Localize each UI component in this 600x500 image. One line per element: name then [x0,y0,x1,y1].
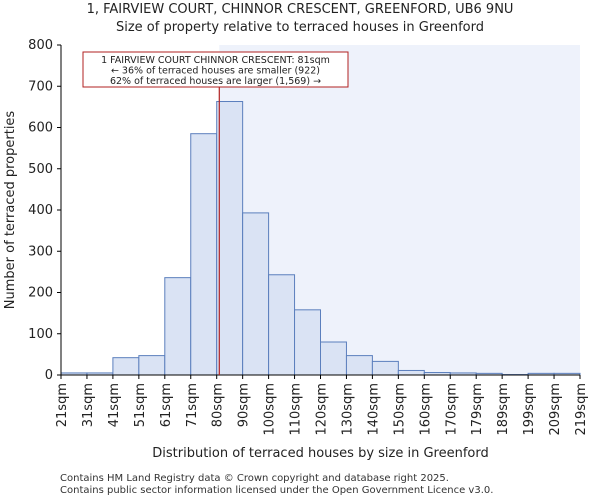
histogram-chart: 0 100 200 300 400 500 600 700 800 21sqm 31sqm 41sqm… [3,38,589,461]
x-tick-label: 31sqm [81,383,96,427]
footer-line-1: Contains HM Land Registry data © Crown c… [60,473,449,484]
x-tick-label: 160sqm [418,383,433,436]
y-tick-label: 700 [28,79,53,94]
bar-100sqm [268,274,296,376]
x-tick-label: 21sqm [55,383,70,427]
bar-110sqm [294,309,321,376]
x-tick-label: 90sqm [237,383,252,427]
y-tick-label: 400 [28,203,53,218]
y-tick-label: 600 [28,121,53,136]
x-tick-label: 130sqm [340,383,355,436]
x-tick-label: 120sqm [315,383,330,436]
annotation-line-3: 62% of terraced houses are larger (1,569… [110,76,321,87]
bar-51sqm [138,355,166,376]
bar-80sqm [216,101,244,376]
y-tick-label: 300 [28,244,53,259]
bar-61sqm [164,277,192,376]
annotation-line-1: 1 FAIRVIEW COURT CHINNOR CRESCENT: 81sqm [101,55,330,66]
bar-130sqm [345,355,373,376]
x-tick-label: 219sqm [574,383,589,436]
y-tick-label: 100 [28,327,53,342]
x-tick-label: 41sqm [107,383,122,427]
x-tick-label: 110sqm [289,383,304,436]
bar-90sqm [242,212,270,376]
x-axis-label: Distribution of terraced houses by size … [152,446,488,461]
chart-title: 1, FAIRVIEW COURT, CHINNOR CRESCENT, GRE… [86,2,514,17]
annotation-box [82,51,349,88]
y-tick-label: 200 [28,286,53,301]
footer-line-2: Contains public sector information licen… [60,485,494,496]
x-tick-label: 170sqm [444,383,459,436]
bar-140sqm [371,360,399,376]
x-tick-label: 189sqm [496,383,511,436]
bar-150sqm [397,369,425,376]
x-tick-label: 140sqm [366,383,381,436]
x-tick-label: 51sqm [133,383,148,427]
x-tick-label: 100sqm [263,383,278,436]
y-tick-label: 500 [28,162,53,177]
x-tick-label: 80sqm [211,383,226,427]
y-tick-label: 800 [28,38,53,53]
y-axis-label: Number of terraced properties [3,111,18,310]
y-tick-label: 0 [45,368,53,383]
x-tick-label: 71sqm [185,383,200,427]
chart-subtitle: Size of property relative to terraced ho… [115,20,485,35]
x-tick-label: 179sqm [470,383,485,436]
x-tick-label: 209sqm [548,383,563,436]
bar-71sqm [190,133,218,376]
x-tick-label: 150sqm [392,383,407,436]
x-tick-label: 61sqm [159,383,174,427]
bar-41sqm [112,357,140,376]
x-tick-label: 199sqm [522,383,537,436]
bar-120sqm [320,341,347,376]
annotation-line-2: ← 36% of terraced houses are smaller (92… [111,66,320,77]
